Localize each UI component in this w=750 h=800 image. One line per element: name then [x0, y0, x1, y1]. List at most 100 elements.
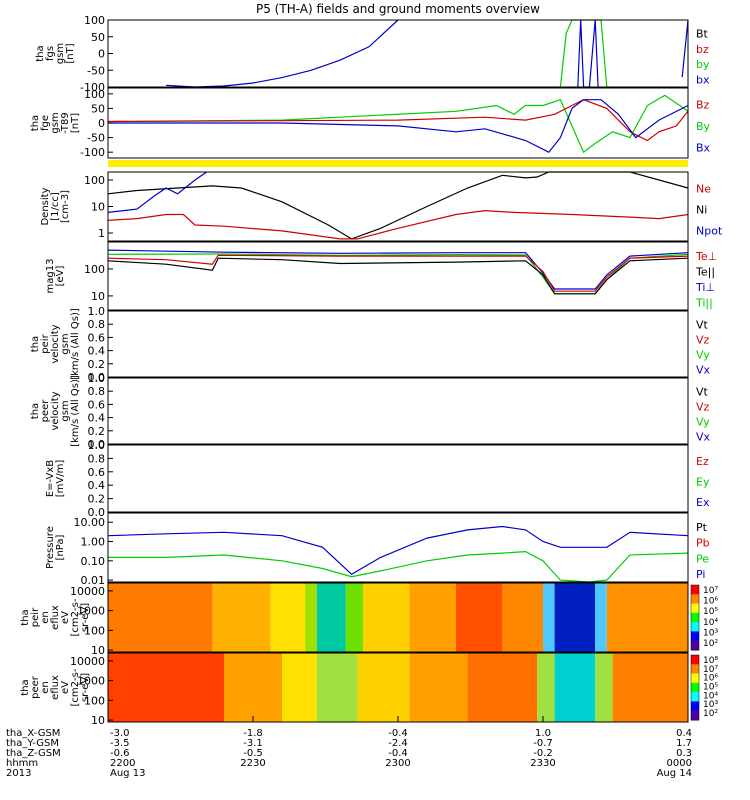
- legend-entry: Vy: [696, 416, 710, 429]
- panel-frame: [107, 171, 689, 242]
- heatmap-band: [595, 653, 613, 722]
- series-line: [107, 253, 689, 295]
- legend-entry: Bz: [696, 99, 710, 112]
- y-tick-label: 0.01: [81, 574, 106, 587]
- colorbar-tick-label: 10⁷: [703, 586, 718, 596]
- y-tick-label: 0.6: [88, 398, 106, 411]
- y-tick-label: 10000: [70, 655, 105, 668]
- series-line: [107, 257, 689, 295]
- y-tick-label: 0.6: [88, 331, 106, 344]
- heatmap-band: [537, 653, 555, 722]
- y-axis-label: gsm: [55, 43, 66, 64]
- series-line: [107, 94, 689, 154]
- series-line: [108, 550, 689, 583]
- x-tick-label: 0.4: [676, 728, 692, 739]
- series-line: [107, 525, 689, 576]
- y-tick-label: 0.2: [88, 425, 106, 438]
- y-tick-label: 1: [98, 227, 105, 240]
- colorbar-tick-label: 10³: [703, 628, 718, 638]
- y-tick-label: 0.6: [88, 466, 106, 479]
- y-axis-label: eV: [60, 681, 71, 694]
- heatmap-band: [108, 653, 224, 722]
- colorbar-segment: [691, 701, 699, 712]
- series-line: [107, 209, 689, 240]
- y-axis-label: tha: [20, 609, 31, 625]
- legend-entry: Vx: [696, 431, 711, 444]
- y-tick-label: 0.4: [88, 345, 106, 358]
- x-tick-label: -0.4: [388, 728, 408, 739]
- y-tick-label: 10: [91, 644, 105, 657]
- heatmap-band: [409, 653, 468, 722]
- heatmap-band: [212, 583, 271, 652]
- y-tick-label: 0.8: [88, 318, 106, 331]
- x-tick-label: 2200: [110, 758, 135, 769]
- heatmap-band: [554, 653, 596, 722]
- colorbar-segment: [691, 640, 699, 651]
- heatmap-band: [282, 653, 317, 722]
- panel-frame: [107, 19, 689, 88]
- legend-entry: Vt: [696, 386, 709, 399]
- x-tick-label: 1.0: [535, 728, 551, 739]
- y-tick-label: 0.10: [81, 555, 106, 568]
- y-tick-label: 100: [84, 263, 105, 276]
- series-line: [108, 99, 689, 153]
- y-tick-label: 0.8: [88, 385, 106, 398]
- separator-bar: [108, 160, 688, 167]
- colorbar-tick-label: 10⁶: [703, 597, 718, 607]
- colorbar-segment: [691, 710, 699, 721]
- colorbar-segment: [691, 622, 699, 632]
- y-axis-label: mag13: [45, 259, 56, 294]
- x-tick-label: -0.7: [533, 738, 553, 749]
- x-tick-label: 0000: [667, 758, 692, 769]
- legend-entry: by: [696, 58, 710, 71]
- y-axis-label: tha: [35, 45, 46, 61]
- colorbar-segment: [691, 692, 699, 702]
- y-axis-label: tha: [30, 115, 41, 131]
- y-axis-label: en: [40, 611, 51, 624]
- x-tick-label: -0.6: [110, 748, 130, 759]
- legend-entry: Ni: [696, 204, 707, 217]
- legend-entry: Te⊥: [695, 250, 717, 263]
- heatmap-band: [224, 653, 282, 722]
- y-tick-label: 0.2: [88, 358, 106, 371]
- colorbar-tick-label: 10⁵: [703, 607, 718, 617]
- colorbar-tick-label: 10⁵: [703, 683, 718, 693]
- y-tick-label: -100: [80, 146, 105, 159]
- y-tick-label: 0.0: [88, 506, 106, 519]
- y-axis-label: velocity: [50, 391, 61, 430]
- panel-frame: [107, 310, 689, 378]
- x-axis-row-label: tha_Y-GSM: [6, 738, 59, 749]
- x-tick-label: -3.1: [243, 738, 263, 749]
- y-axis-label: peer: [30, 675, 41, 699]
- legend-entry: Vz: [696, 334, 710, 347]
- x-tick-label: -0.5: [243, 748, 263, 759]
- heatmap-band: [345, 583, 364, 652]
- x-tick-label: -3.5: [110, 738, 130, 749]
- heatmap-band: [502, 583, 543, 652]
- y-tick-label: 1000: [77, 675, 105, 688]
- y-axis-label: en: [40, 681, 51, 694]
- legend-entry: Bx: [696, 141, 711, 154]
- x-axis-row-label: tha_X-GSM: [6, 728, 60, 739]
- x-axis: tha_X-GSMtha_Y-GSMtha_Z-GSMhhmm2013-3.0-…: [6, 716, 692, 779]
- colorbar-segment: [691, 664, 699, 675]
- colorbar-tick-label: 10²: [703, 639, 718, 649]
- colorbar-frame: [690, 654, 700, 721]
- y-axis-label: [km/s (All Qs)]: [70, 308, 81, 380]
- legend-entry: Ez: [696, 455, 709, 468]
- colorbar-segment: [691, 603, 699, 614]
- y-tick-label: -100: [80, 81, 105, 94]
- x-tick-label: 2330: [530, 758, 555, 769]
- colorbar-segment: [691, 585, 699, 595]
- panel-temperature: 100 10 mag13 [eV] Te⊥ Te|| Ti⊥ Ti||: [45, 241, 717, 311]
- x-tick-label: 2300: [385, 758, 410, 769]
- x-tick-label: 0.3: [676, 748, 692, 759]
- legend-entry: Ti||: [695, 296, 713, 309]
- y-tick-label: 1.0: [88, 372, 106, 385]
